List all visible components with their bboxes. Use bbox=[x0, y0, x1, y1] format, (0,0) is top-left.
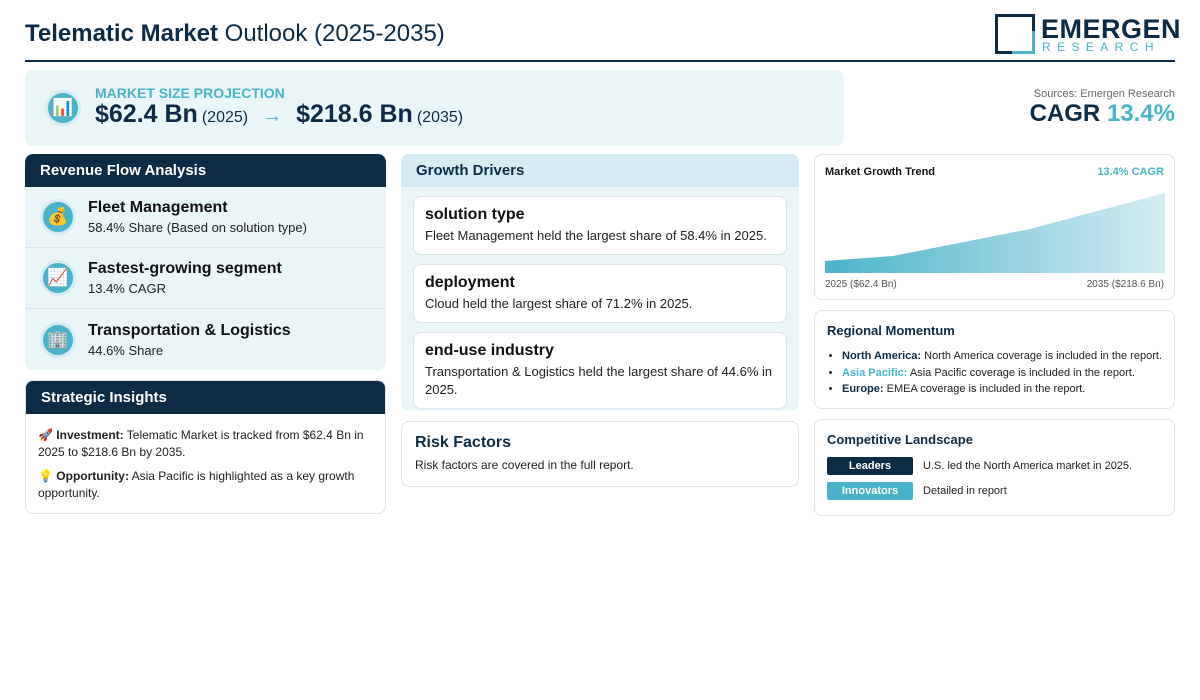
region-name: Europe: bbox=[842, 383, 884, 395]
card-header: Growth Drivers bbox=[401, 154, 799, 187]
source: Sources: Emergen Research bbox=[1033, 88, 1175, 100]
insight: 🚀 Investment: Telematic Market is tracke… bbox=[38, 427, 373, 461]
icon: 📈 bbox=[40, 260, 76, 296]
card-title: Market Growth Trend bbox=[825, 166, 936, 178]
competitor-row: Leaders U.S. led the North America market… bbox=[827, 457, 1162, 475]
end-value: $218.6 Bn bbox=[296, 100, 413, 128]
driver-title: solution type bbox=[425, 206, 525, 223]
flow-title: Fleet Management bbox=[88, 199, 228, 216]
insight-label: Opportunity: bbox=[56, 469, 129, 483]
projection-values: $62.4 Bn (2025) → $218.6 Bn (2035) bbox=[95, 100, 477, 129]
start-label: 2025 ($62.4 Bn) bbox=[825, 279, 897, 290]
projection-box: 📊 MARKET SIZE PROJECTION $62.4 Bn (2025) →… bbox=[25, 70, 844, 146]
flow-item: 🏢 Transportation & Logistics 44.6% Share bbox=[25, 309, 386, 370]
region-name: Asia Pacific: bbox=[842, 366, 908, 379]
flow-detail: 13.4% CAGR bbox=[88, 281, 167, 296]
region-text: Asia Pacific coverage is included in the… bbox=[909, 366, 1135, 379]
page-title: Telematic Market Outlook (2025-2035) bbox=[25, 20, 445, 48]
region-name: North America: bbox=[842, 350, 922, 362]
flow-item: 📈 Fastest-growing segment 13.4% CAGR bbox=[25, 248, 386, 309]
header-rule bbox=[25, 60, 1175, 62]
start-year: (2025) bbox=[201, 109, 249, 126]
projection-label: MARKET SIZE PROJECTION bbox=[95, 85, 285, 101]
revenue-flow-list: 💰 Fleet Management 58.4% Share (Based on s… bbox=[25, 187, 386, 370]
region-text: EMEA coverage is included in the report. bbox=[886, 383, 1086, 395]
title-bold: Telematic Market bbox=[25, 20, 218, 47]
flow-item: 💰 Fleet Management 58.4% Share (Based on s… bbox=[25, 187, 386, 248]
tier-text: Detailed in report bbox=[923, 485, 1007, 497]
start-value: $62.4 Bn bbox=[95, 100, 198, 128]
tier-badge: Innovators bbox=[827, 482, 913, 500]
driver-text: Fleet Management held the largest share … bbox=[425, 228, 767, 243]
competitor-list: Leaders U.S. led the North America market… bbox=[827, 457, 1162, 500]
driver-title: end-use industry bbox=[425, 342, 554, 359]
risk-factors-card: Risk Factors Risk factors are covered in… bbox=[401, 421, 799, 487]
card-title: Risk Factors bbox=[415, 434, 512, 451]
cagr-badge: 13.4% CAGR bbox=[1097, 166, 1164, 178]
trend-area bbox=[825, 193, 1165, 273]
insight-text: Asia Pacific is highlighted as a key gro… bbox=[38, 469, 355, 500]
tier-badge: Leaders bbox=[827, 457, 913, 475]
growth-trend-card: Market Growth Trend 13.4% CAGR 2025 ($62… bbox=[814, 154, 1175, 300]
icon: 💡 bbox=[38, 469, 53, 483]
revenue-flow-card: Revenue Flow Analysis 💰 Fleet Management 5… bbox=[25, 154, 386, 370]
cagr: CAGR 13.4% bbox=[1030, 100, 1175, 128]
area-shape bbox=[825, 193, 1165, 273]
driver-card: end-use industry Transportation & Logisti… bbox=[413, 332, 787, 409]
region-item: Asia Pacific: Asia Pacific coverage is i… bbox=[842, 365, 1162, 382]
end-label: 2035 ($218.6 Bn) bbox=[1086, 279, 1164, 290]
card-title: Regional Momentum bbox=[827, 323, 955, 338]
icon: 🏢 bbox=[40, 321, 76, 358]
flow-detail: 58.4% Share (Based on solution type) bbox=[88, 220, 307, 235]
drivers-list: solution type Fleet Management held the l… bbox=[401, 196, 799, 409]
card-header: Revenue Flow Analysis bbox=[25, 154, 386, 187]
tier-text: U.S. led the North America market in 202… bbox=[923, 460, 1133, 472]
arrow: → bbox=[262, 105, 283, 127]
card-header: Strategic Insights bbox=[26, 381, 385, 414]
logo-tagline: RESEARCH bbox=[1042, 40, 1160, 54]
strategic-insights-card: Strategic Insights 🚀 Investment: Telemat… bbox=[25, 380, 386, 514]
insights-list: 🚀 Investment: Telematic Market is tracke… bbox=[26, 414, 385, 513]
region-item: Europe: EMEA coverage is included in the… bbox=[842, 381, 1162, 398]
flow-text: Transportation & Logistics 44.6% Share bbox=[88, 322, 291, 358]
growth-drivers-card: Growth Drivers solution type Fleet Manage… bbox=[401, 154, 799, 411]
flow-text: Fleet Management 58.4% Share (Based on so… bbox=[88, 199, 307, 235]
icon: 🚀 bbox=[38, 428, 53, 442]
end-year: (2035) bbox=[416, 109, 464, 126]
flow-text: Fastest-growing segment 13.4% CAGR bbox=[88, 260, 282, 296]
driver-text: Cloud held the largest share of 71.2% in… bbox=[425, 296, 693, 311]
regional-momentum-card: Regional Momentum North America: North A… bbox=[814, 310, 1175, 409]
region-list: North America: North America coverage is… bbox=[827, 348, 1162, 398]
logo: EMERGEN RESEARCH bbox=[995, 14, 1181, 56]
driver-card: deployment Cloud held the largest share o… bbox=[413, 264, 787, 323]
driver-title: deployment bbox=[425, 274, 515, 291]
flow-detail: 44.6% Share bbox=[88, 342, 164, 358]
competitor-row: Innovators Detailed in report bbox=[827, 482, 1162, 500]
icon: 💰 bbox=[40, 199, 76, 235]
logo-mark bbox=[995, 14, 1035, 54]
driver-card: solution type Fleet Management held the l… bbox=[413, 196, 787, 255]
icon: 📊 bbox=[45, 90, 81, 126]
card-text: Risk factors are covered in the full rep… bbox=[415, 458, 634, 472]
cagr-label: CAGR bbox=[1029, 100, 1101, 127]
insight-text: Telematic Market is tracked from $62.4 B… bbox=[38, 428, 364, 459]
competitive-landscape-card: Competitive Landscape Leaders U.S. led th… bbox=[814, 419, 1175, 516]
driver-text: Transportation & Logistics held the larg… bbox=[425, 364, 773, 397]
card-title: Competitive Landscape bbox=[827, 432, 973, 447]
region-item: North America: North America coverage is… bbox=[842, 348, 1162, 365]
cagr-value: 13.4% bbox=[1106, 100, 1175, 127]
region-text: North America coverage is included in th… bbox=[924, 350, 1162, 362]
insight-label: Investment: bbox=[56, 428, 124, 442]
flow-title: Fastest-growing segment bbox=[88, 260, 282, 277]
logo-name: EMERGEN bbox=[1041, 14, 1182, 44]
flow-title: Transportation & Logistics bbox=[88, 321, 291, 339]
insight: 💡 Opportunity: Asia Pacific is highlight… bbox=[38, 468, 373, 502]
title-rest: Outlook (2025-2035) bbox=[224, 20, 445, 47]
